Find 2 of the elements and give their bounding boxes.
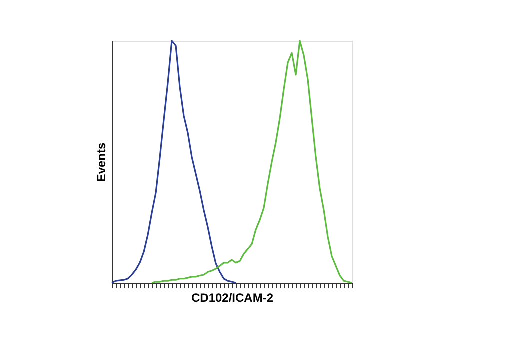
y-axis-title: Events bbox=[94, 142, 108, 182]
x-axis-title: CD102/ICAM-2 bbox=[191, 291, 274, 305]
